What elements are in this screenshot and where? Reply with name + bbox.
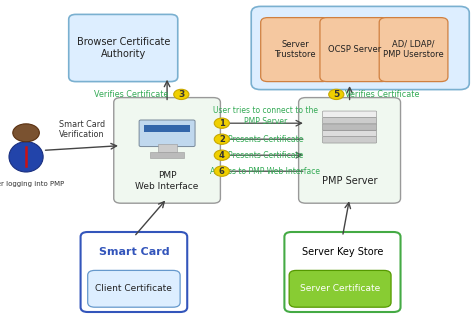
Text: Verifies Certificate: Verifies Certificate <box>94 90 169 99</box>
FancyBboxPatch shape <box>81 232 187 312</box>
Text: User tries to connect to the
PMP Server: User tries to connect to the PMP Server <box>213 107 318 126</box>
FancyBboxPatch shape <box>322 130 376 137</box>
FancyBboxPatch shape <box>284 232 401 312</box>
FancyBboxPatch shape <box>69 14 178 82</box>
Text: PMP
Web Interface: PMP Web Interface <box>136 172 199 191</box>
Text: User logging into PMP: User logging into PMP <box>0 181 64 187</box>
FancyBboxPatch shape <box>322 137 376 143</box>
Text: 6: 6 <box>219 167 225 176</box>
Text: 4: 4 <box>219 151 225 160</box>
Bar <box>151 152 184 158</box>
Ellipse shape <box>9 141 43 172</box>
Bar <box>145 125 190 132</box>
FancyBboxPatch shape <box>289 270 391 307</box>
Text: AD/ LDAP/
PMP Userstore: AD/ LDAP/ PMP Userstore <box>383 40 444 59</box>
Circle shape <box>214 118 229 128</box>
FancyBboxPatch shape <box>322 124 376 130</box>
Text: Presents Certificate: Presents Certificate <box>228 135 303 144</box>
Text: Verifies Certificate: Verifies Certificate <box>345 90 419 99</box>
FancyBboxPatch shape <box>379 18 448 82</box>
Text: OCSP Server: OCSP Server <box>328 45 381 54</box>
Text: Access to PMP Web Interface: Access to PMP Web Interface <box>210 167 320 176</box>
Circle shape <box>328 89 344 100</box>
Text: Browser Certificate
Authority: Browser Certificate Authority <box>77 37 170 59</box>
Text: PMP Server: PMP Server <box>322 176 377 186</box>
Circle shape <box>174 89 189 100</box>
Text: Server Key Store: Server Key Store <box>302 247 383 257</box>
FancyBboxPatch shape <box>261 18 329 82</box>
Text: Server Certificate: Server Certificate <box>300 284 380 293</box>
Text: 2: 2 <box>219 135 225 144</box>
Text: Smart Card
Verification: Smart Card Verification <box>59 120 105 139</box>
Text: Client Certificate: Client Certificate <box>95 284 173 293</box>
Circle shape <box>13 124 39 142</box>
Text: 1: 1 <box>219 119 225 128</box>
Text: Presents Certificate: Presents Certificate <box>228 151 303 160</box>
Text: 3: 3 <box>178 90 184 99</box>
FancyBboxPatch shape <box>322 117 376 124</box>
Text: 5: 5 <box>333 90 339 99</box>
FancyBboxPatch shape <box>320 18 389 82</box>
Text: Server
Truststore: Server Truststore <box>274 40 316 59</box>
FancyBboxPatch shape <box>139 120 195 147</box>
FancyBboxPatch shape <box>114 98 220 203</box>
Circle shape <box>214 166 229 176</box>
Text: Smart Card: Smart Card <box>99 247 169 257</box>
FancyBboxPatch shape <box>299 98 401 203</box>
Circle shape <box>214 134 229 144</box>
Circle shape <box>214 150 229 160</box>
FancyBboxPatch shape <box>251 6 469 90</box>
FancyBboxPatch shape <box>88 270 180 307</box>
FancyBboxPatch shape <box>322 111 376 117</box>
Bar <box>157 144 176 152</box>
